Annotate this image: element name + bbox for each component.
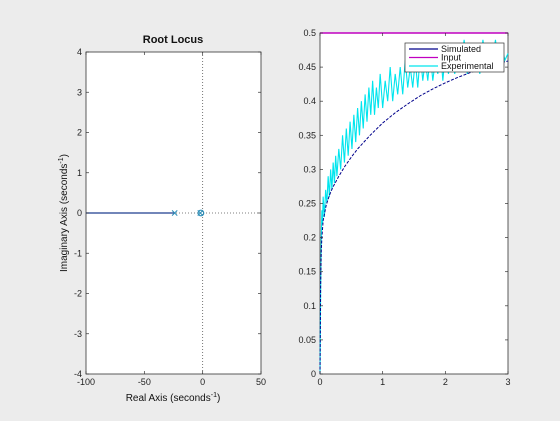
response-ytick-label: 0.3 [303,164,316,174]
response-ytick-label: 0.05 [298,335,316,345]
zero-marker [197,209,205,217]
root-locus-ytick-label: -1 [74,248,82,258]
legend-label-input: Input [441,53,462,63]
response-ytick-label: 0.5 [303,28,316,38]
root-locus-ytick-label: -4 [74,369,82,379]
legend-label-simulated: Simulated [441,44,481,54]
root-locus-ylabel: Imaginary Axis (seconds-1) [58,154,70,272]
root-locus-ytick-label: 4 [77,47,82,57]
root-locus-axes: Root Locus Real Axis (seconds-1) Imagina… [58,34,266,404]
response-axes: 0 1 2 3 0 0.05 0.1 0.15 0.2 0.25 0.3 0.35 0.4 0.45 0.5… [298,28,510,387]
response-xtick-label: 3 [505,377,510,387]
root-locus-ytick-label: 1 [77,168,82,178]
response-ytick-label: 0.15 [298,267,316,277]
response-ytick-label: 0 [311,369,316,379]
response-xtick-label: 0 [317,377,322,387]
root-locus-ytick-label: 2 [77,128,82,138]
pole-marker [171,210,178,216]
root-locus-title: Root Locus [143,34,204,46]
root-locus-xtick-label: -50 [138,377,151,387]
root-locus-xtick-label: -100 [77,377,95,387]
root-locus-xtick-label: 50 [256,377,266,387]
series-simulated-line [319,60,509,375]
root-locus-ytick-label: -2 [74,289,82,299]
response-ytick-label: 0.45 [298,62,316,72]
root-locus-ytick-label: 3 [77,87,82,97]
root-locus-xtick-label: 0 [200,377,205,387]
pole-stroke [171,210,178,216]
root-locus-ytick-label: -3 [74,329,82,339]
response-ytick-label: 0.1 [303,301,316,311]
root-locus-xlabel: Real Axis (seconds-1) [126,392,221,404]
response-ytick-label: 0.25 [298,199,316,209]
legend-label-experimental: Experimental [441,61,494,71]
response-xtick-label: 1 [380,377,385,387]
response-xtick-label: 2 [443,377,448,387]
root-locus-ytick-label: 0 [77,208,82,218]
response-ytick-label: 0.35 [298,130,316,140]
response-plot-area [319,32,509,375]
response-ytick-label: 0.2 [303,233,316,243]
response-ytick-label: 0.4 [303,96,316,106]
